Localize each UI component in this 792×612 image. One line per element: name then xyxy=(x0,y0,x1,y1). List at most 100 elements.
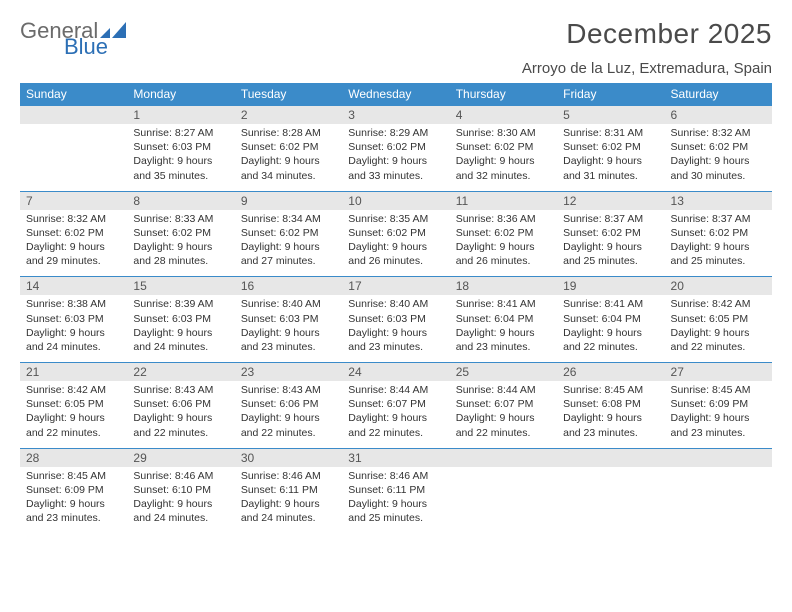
day-details: Sunrise: 8:43 AMSunset: 6:06 PMDaylight:… xyxy=(127,381,234,448)
logo-text-2: Blue xyxy=(64,34,108,60)
daylight-line: Daylight: 9 hours and 22 minutes. xyxy=(671,326,766,354)
day-details-empty xyxy=(20,124,127,184)
calendar-cell: 27Sunrise: 8:45 AMSunset: 6:09 PMDayligh… xyxy=(665,363,772,449)
sunset-line: Sunset: 6:02 PM xyxy=(348,226,443,240)
calendar-cell: 7Sunrise: 8:32 AMSunset: 6:02 PMDaylight… xyxy=(20,191,127,277)
day-number-empty xyxy=(557,449,664,467)
day-number: 22 xyxy=(127,363,234,381)
sunrise-line: Sunrise: 8:40 AM xyxy=(241,297,336,311)
day-details: Sunrise: 8:46 AMSunset: 6:11 PMDaylight:… xyxy=(342,467,449,534)
daylight-line: Daylight: 9 hours and 22 minutes. xyxy=(133,411,228,439)
sunset-line: Sunset: 6:02 PM xyxy=(456,226,551,240)
day-number: 3 xyxy=(342,106,449,124)
calendar-week-row: 14Sunrise: 8:38 AMSunset: 6:03 PMDayligh… xyxy=(20,277,772,363)
daylight-line: Daylight: 9 hours and 32 minutes. xyxy=(456,154,551,182)
calendar-cell: 30Sunrise: 8:46 AMSunset: 6:11 PMDayligh… xyxy=(235,448,342,533)
calendar-cell: 19Sunrise: 8:41 AMSunset: 6:04 PMDayligh… xyxy=(557,277,664,363)
daylight-line: Daylight: 9 hours and 23 minutes. xyxy=(563,411,658,439)
day-number: 27 xyxy=(665,363,772,381)
sunset-line: Sunset: 6:02 PM xyxy=(563,140,658,154)
sunrise-line: Sunrise: 8:28 AM xyxy=(241,126,336,140)
day-number: 16 xyxy=(235,277,342,295)
sunset-line: Sunset: 6:02 PM xyxy=(241,226,336,240)
day-details: Sunrise: 8:42 AMSunset: 6:05 PMDaylight:… xyxy=(20,381,127,448)
daylight-line: Daylight: 9 hours and 22 minutes. xyxy=(456,411,551,439)
day-number: 1 xyxy=(127,106,234,124)
sunset-line: Sunset: 6:05 PM xyxy=(26,397,121,411)
calendar-cell: 22Sunrise: 8:43 AMSunset: 6:06 PMDayligh… xyxy=(127,363,234,449)
daylight-line: Daylight: 9 hours and 28 minutes. xyxy=(133,240,228,268)
day-number: 29 xyxy=(127,449,234,467)
day-details: Sunrise: 8:32 AMSunset: 6:02 PMDaylight:… xyxy=(20,210,127,277)
daylight-line: Daylight: 9 hours and 35 minutes. xyxy=(133,154,228,182)
day-details: Sunrise: 8:33 AMSunset: 6:02 PMDaylight:… xyxy=(127,210,234,277)
day-details: Sunrise: 8:27 AMSunset: 6:03 PMDaylight:… xyxy=(127,124,234,191)
sunrise-line: Sunrise: 8:34 AM xyxy=(241,212,336,226)
daylight-line: Daylight: 9 hours and 29 minutes. xyxy=(26,240,121,268)
sunset-line: Sunset: 6:02 PM xyxy=(456,140,551,154)
sunrise-line: Sunrise: 8:46 AM xyxy=(133,469,228,483)
sunrise-line: Sunrise: 8:41 AM xyxy=(563,297,658,311)
sunset-line: Sunset: 6:03 PM xyxy=(133,140,228,154)
daylight-line: Daylight: 9 hours and 25 minutes. xyxy=(671,240,766,268)
day-number: 14 xyxy=(20,277,127,295)
sunrise-line: Sunrise: 8:39 AM xyxy=(133,297,228,311)
day-number: 23 xyxy=(235,363,342,381)
daylight-line: Daylight: 9 hours and 23 minutes. xyxy=(348,326,443,354)
calendar-cell: 14Sunrise: 8:38 AMSunset: 6:03 PMDayligh… xyxy=(20,277,127,363)
day-details: Sunrise: 8:44 AMSunset: 6:07 PMDaylight:… xyxy=(342,381,449,448)
calendar-cell: 1Sunrise: 8:27 AMSunset: 6:03 PMDaylight… xyxy=(127,106,234,192)
day-number: 18 xyxy=(450,277,557,295)
daylight-line: Daylight: 9 hours and 23 minutes. xyxy=(456,326,551,354)
calendar-cell: 28Sunrise: 8:45 AMSunset: 6:09 PMDayligh… xyxy=(20,448,127,533)
day-details: Sunrise: 8:45 AMSunset: 6:08 PMDaylight:… xyxy=(557,381,664,448)
day-number: 21 xyxy=(20,363,127,381)
calendar-cell: 21Sunrise: 8:42 AMSunset: 6:05 PMDayligh… xyxy=(20,363,127,449)
daylight-line: Daylight: 9 hours and 23 minutes. xyxy=(26,497,121,525)
day-number: 5 xyxy=(557,106,664,124)
day-number: 15 xyxy=(127,277,234,295)
daylight-line: Daylight: 9 hours and 33 minutes. xyxy=(348,154,443,182)
day-details-empty xyxy=(665,467,772,527)
day-number: 20 xyxy=(665,277,772,295)
day-header: Friday xyxy=(557,83,664,106)
calendar-cell: 17Sunrise: 8:40 AMSunset: 6:03 PMDayligh… xyxy=(342,277,449,363)
sunset-line: Sunset: 6:02 PM xyxy=(26,226,121,240)
day-details: Sunrise: 8:30 AMSunset: 6:02 PMDaylight:… xyxy=(450,124,557,191)
calendar-week-row: 7Sunrise: 8:32 AMSunset: 6:02 PMDaylight… xyxy=(20,191,772,277)
sunset-line: Sunset: 6:08 PM xyxy=(563,397,658,411)
calendar-cell: 13Sunrise: 8:37 AMSunset: 6:02 PMDayligh… xyxy=(665,191,772,277)
sunset-line: Sunset: 6:03 PM xyxy=(348,312,443,326)
day-details: Sunrise: 8:45 AMSunset: 6:09 PMDaylight:… xyxy=(665,381,772,448)
daylight-line: Daylight: 9 hours and 22 minutes. xyxy=(241,411,336,439)
day-header: Tuesday xyxy=(235,83,342,106)
calendar-cell: 31Sunrise: 8:46 AMSunset: 6:11 PMDayligh… xyxy=(342,448,449,533)
sunrise-line: Sunrise: 8:45 AM xyxy=(26,469,121,483)
calendar-cell xyxy=(557,448,664,533)
daylight-line: Daylight: 9 hours and 30 minutes. xyxy=(671,154,766,182)
sunset-line: Sunset: 6:02 PM xyxy=(133,226,228,240)
location-subtitle: Arroyo de la Luz, Extremadura, Spain xyxy=(20,60,772,77)
sunset-line: Sunset: 6:11 PM xyxy=(348,483,443,497)
sunset-line: Sunset: 6:04 PM xyxy=(456,312,551,326)
day-details: Sunrise: 8:31 AMSunset: 6:02 PMDaylight:… xyxy=(557,124,664,191)
sunrise-line: Sunrise: 8:44 AM xyxy=(456,383,551,397)
day-number: 25 xyxy=(450,363,557,381)
calendar-cell: 15Sunrise: 8:39 AMSunset: 6:03 PMDayligh… xyxy=(127,277,234,363)
day-number: 13 xyxy=(665,192,772,210)
day-details: Sunrise: 8:35 AMSunset: 6:02 PMDaylight:… xyxy=(342,210,449,277)
day-number: 12 xyxy=(557,192,664,210)
day-details: Sunrise: 8:43 AMSunset: 6:06 PMDaylight:… xyxy=(235,381,342,448)
day-number-empty xyxy=(450,449,557,467)
day-number: 19 xyxy=(557,277,664,295)
day-details: Sunrise: 8:29 AMSunset: 6:02 PMDaylight:… xyxy=(342,124,449,191)
sunset-line: Sunset: 6:06 PM xyxy=(133,397,228,411)
day-number: 9 xyxy=(235,192,342,210)
sunrise-line: Sunrise: 8:29 AM xyxy=(348,126,443,140)
sunset-line: Sunset: 6:02 PM xyxy=(241,140,336,154)
day-number: 6 xyxy=(665,106,772,124)
calendar-cell: 24Sunrise: 8:44 AMSunset: 6:07 PMDayligh… xyxy=(342,363,449,449)
sunrise-line: Sunrise: 8:41 AM xyxy=(456,297,551,311)
calendar-week-row: 28Sunrise: 8:45 AMSunset: 6:09 PMDayligh… xyxy=(20,448,772,533)
sunset-line: Sunset: 6:02 PM xyxy=(671,226,766,240)
